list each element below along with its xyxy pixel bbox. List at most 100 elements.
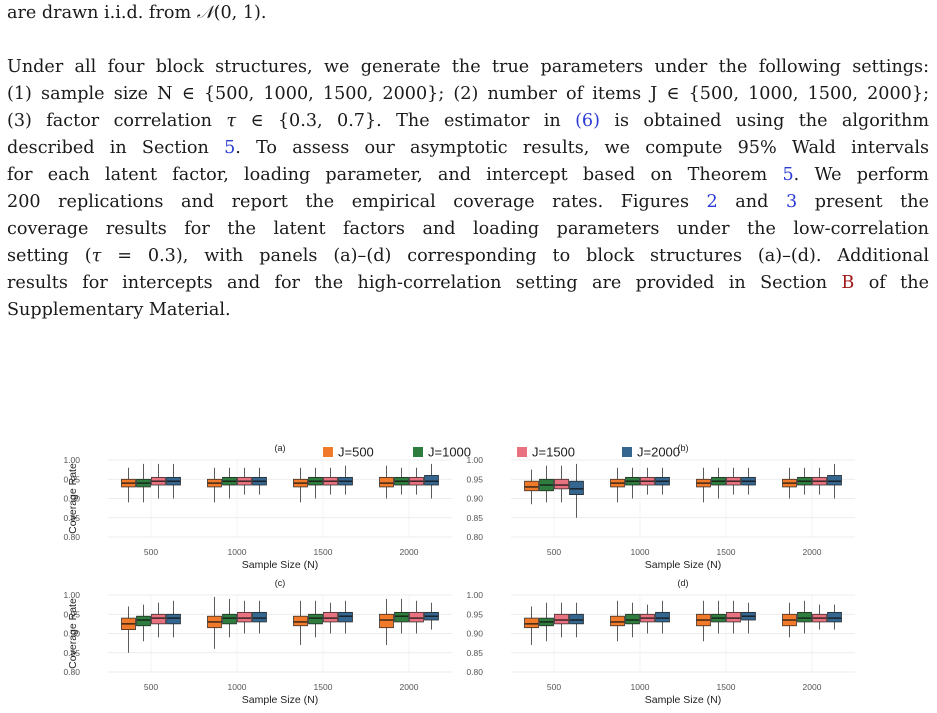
text-line: for each latent factor, loading paramete… (7, 165, 929, 185)
y-tick-label: 1.00 (466, 590, 483, 600)
y-tick-label: 0.85 (63, 513, 80, 523)
legend-swatch (622, 447, 632, 457)
x-axis-label: Sample Size (N) (242, 559, 318, 571)
section-link[interactable]: 5 (224, 138, 236, 158)
box-body (409, 611, 424, 623)
panel-title: (d) (678, 578, 689, 588)
y-tick-label: 0.80 (63, 532, 80, 542)
x-tick-label: 500 (547, 547, 561, 557)
box-body (524, 617, 539, 629)
box-body (252, 611, 267, 623)
y-tick-label: 0.90 (466, 494, 483, 504)
y-tick-label: 0.90 (63, 494, 80, 504)
y-tick-label: 1.00 (63, 455, 80, 465)
y-tick-label: 0.95 (466, 474, 483, 484)
text-line: Under all four block structures, we gene… (7, 57, 929, 77)
box-body (610, 615, 625, 627)
box-body (554, 613, 569, 625)
x-tick-label: 500 (547, 682, 561, 692)
y-tick-label: 0.80 (63, 667, 80, 677)
y-tick-label: 0.95 (63, 609, 80, 619)
box-body (797, 611, 812, 623)
y-tick-label: 0.95 (466, 609, 483, 619)
equation-link[interactable]: (6) (575, 111, 600, 131)
x-tick-label: 500 (144, 682, 158, 692)
figure-3-link[interactable]: 3 (785, 192, 798, 212)
y-axis-label: Coverage Rate (67, 598, 79, 669)
x-tick-label: 1500 (314, 682, 333, 692)
x-axis-label: Sample Size (N) (645, 559, 721, 571)
box-body (166, 613, 181, 625)
box-body (524, 480, 539, 492)
panel-title: (c) (275, 578, 286, 588)
box-body (569, 613, 584, 625)
x-tick-label: 1000 (228, 547, 247, 557)
text-line: results for intercepts and for the high-… (7, 273, 929, 293)
box-body (338, 611, 353, 623)
box-body (394, 611, 409, 623)
y-tick-label: 0.95 (63, 474, 80, 484)
y-tick-label: 0.90 (63, 629, 80, 639)
paragraph-settings: Under all four block structures, we gene… (7, 54, 929, 324)
boxplot-chart: J=500 J=1000 J=1500 J=2000 (a) 0.80 0.85 0.90 0.… (63, 443, 855, 706)
box-body (379, 613, 394, 629)
y-axis-label: Coverage Rate (67, 463, 79, 534)
x-tick-label: 2000 (400, 547, 419, 557)
text-line: described in Section 5. To assess our as… (7, 138, 929, 158)
y-tick-label: 0.85 (466, 513, 483, 523)
text-line: are drawn i.i.d. from 𝒩(0, 1). (7, 3, 267, 23)
box-body (424, 475, 439, 486)
figure-2-link[interactable]: 2 (706, 192, 718, 212)
legend-swatch (517, 447, 527, 457)
text-line: 200 replications and report the empirica… (7, 192, 929, 212)
box-body (569, 480, 584, 495)
x-tick-label: 2000 (400, 682, 419, 692)
text-line: coverage results for the latent factors … (7, 219, 929, 239)
text-line: (1) sample size N ∈ {500, 1000, 1500, 20… (7, 84, 929, 104)
x-tick-label: 1500 (717, 547, 736, 557)
legend-swatch (323, 447, 333, 457)
x-tick-label: 1500 (717, 682, 736, 692)
x-axis-label: Sample Size (N) (645, 694, 721, 706)
y-tick-label: 0.85 (466, 648, 483, 658)
box-body (379, 476, 394, 488)
y-tick-label: 0.85 (63, 648, 80, 658)
legend-label: J=1500 (532, 445, 575, 460)
x-tick-label: 1000 (631, 682, 650, 692)
theorem-link[interactable]: 5 (782, 165, 794, 185)
box-body (655, 611, 670, 623)
box-body (554, 478, 569, 490)
box-body (726, 611, 741, 623)
x-tick-label: 500 (144, 547, 158, 557)
box-body (237, 611, 252, 623)
text-line: Supplementary Material. (7, 300, 231, 320)
box-body (293, 615, 308, 627)
y-tick-label: 0.80 (466, 532, 483, 542)
box-body (222, 613, 237, 625)
panel-title: (b) (678, 443, 689, 453)
box-body (151, 613, 166, 625)
legend-swatch (413, 447, 423, 457)
legend-label: J=500 (338, 445, 374, 460)
box-body (308, 613, 323, 625)
coverage-figure: J=500 J=1000 J=1500 J=2000 (a) 0.80 0.85 0.90 0.… (0, 438, 937, 709)
y-tick-label: 1.00 (466, 455, 483, 465)
paragraph-intro: are drawn i.i.d. from 𝒩(0, 1). (7, 0, 929, 27)
box-body (136, 615, 151, 627)
panel-title: (a) (275, 443, 286, 453)
y-tick-label: 1.00 (63, 590, 80, 600)
box-body (625, 613, 640, 625)
section-b-link[interactable]: B (841, 273, 855, 293)
y-tick-label: 0.90 (466, 629, 483, 639)
legend-label: J=2000 (637, 445, 680, 460)
legend-label: J=1000 (428, 445, 471, 460)
text-line: setting (τ = 0.3), with panels (a)–(d) c… (7, 246, 929, 266)
x-tick-label: 1000 (631, 547, 650, 557)
x-tick-label: 1500 (314, 547, 333, 557)
text-line: (3) factor correlation τ ∈ {0.3, 0.7}. T… (7, 111, 929, 131)
x-tick-label: 2000 (803, 547, 822, 557)
box-body (827, 611, 842, 623)
box-body (323, 611, 338, 623)
box-body (827, 475, 842, 486)
x-tick-label: 1000 (228, 682, 247, 692)
